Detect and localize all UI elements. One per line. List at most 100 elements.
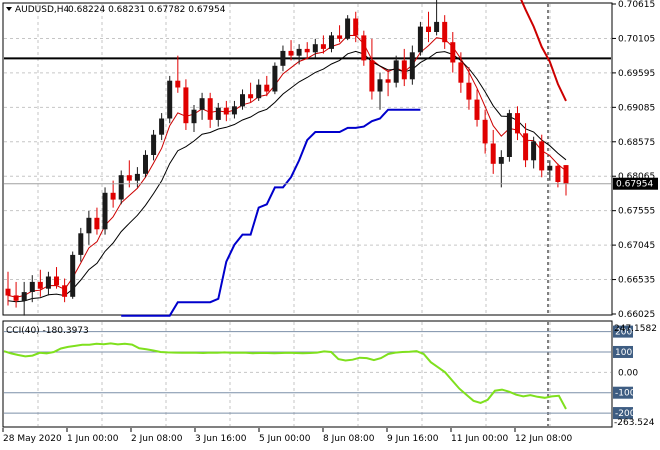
support-line [121,108,421,317]
cci-series [3,342,567,410]
candle [280,45,286,72]
candle [498,150,504,188]
price-tick-label: 0.66025 [618,310,655,320]
candle-body [466,82,472,100]
candle [256,79,262,101]
candle-body [207,98,213,120]
candle-body [506,113,512,157]
cci-scale-top: 247.1582 [614,324,657,334]
time-tick-label: 1 Jun 00:00 [67,434,119,444]
candle-body [401,60,407,80]
candle [272,62,278,95]
candle [126,160,132,188]
candle-body [29,281,35,292]
candle [264,75,270,97]
ma-fast-line [7,34,567,298]
candle [183,79,189,130]
cci-level-label: -200 [615,409,636,419]
candle-body [215,107,221,120]
cci-panel[interactable] [2,320,613,428]
candle [231,100,237,119]
candle-body [377,79,383,92]
candle-body [312,44,318,53]
candle [345,15,351,41]
candle [361,30,367,66]
candle-body [385,79,391,83]
candle-body [102,192,108,230]
price-tick-label: 0.70105 [618,34,655,44]
candle [426,11,431,43]
candle-body [482,119,488,144]
candle [563,165,569,196]
candle [385,69,391,97]
candle [409,45,415,85]
candle-body [21,292,27,301]
cci-level-box [613,407,633,420]
candle [490,129,496,174]
candle [37,269,43,297]
candle-body [361,35,367,61]
candle-body [369,60,375,92]
candle-body [531,141,537,161]
candle [143,150,148,178]
candle-body [458,62,464,83]
candle [304,42,310,60]
candle [240,89,245,110]
candle [393,55,399,88]
candle [442,15,448,49]
candle-body [143,154,148,174]
candle [547,160,553,181]
price-tick-label: 0.68575 [618,138,655,148]
candle-body [54,276,59,286]
candle-body [353,18,359,36]
candle-body [94,217,100,230]
candle [248,82,254,103]
price-tick-label: 0.67555 [618,207,655,217]
candle [86,211,92,245]
time-tick-label: 8 Jun 08:00 [323,434,375,444]
candle [29,275,35,303]
candle [21,281,27,316]
current-price-label: 0.67954 [616,180,653,190]
candle-body [175,80,181,88]
cci-scale-bottom: -263.524 [614,418,655,428]
candle [474,89,480,127]
candle [417,21,423,56]
candle-body [118,175,124,200]
candle [531,136,537,169]
candle [401,48,407,87]
price-tick-label: 0.67045 [618,241,655,251]
candle [539,134,545,178]
candle-body [304,48,310,53]
time-tick-label: 3 Jun 16:00 [195,434,247,444]
candle-body [296,48,302,56]
candle [167,75,173,124]
candle-body [183,87,189,124]
candle-body [329,35,334,49]
candle [329,32,334,53]
candle-body [13,295,19,301]
candle-body [37,281,43,289]
time-tick-label: 11 Jun 00:00 [451,434,508,444]
time-tick-label: 28 May 2020 [3,434,62,444]
candle-body [442,21,448,43]
candle-body [345,18,351,39]
candle-body [151,134,157,155]
candle-body [280,50,286,66]
candle-body [563,165,569,184]
candle-body [272,65,278,92]
candle [151,129,157,161]
candle-body [134,173,140,181]
cci-level-label: 100 [615,348,632,358]
cci-level-label: 0.00 [618,368,638,378]
candle-body [474,99,480,120]
price-tick-label: 0.66535 [618,276,655,286]
candle [312,38,318,58]
cci-level-label: 200 [615,328,632,338]
candle-body [498,157,504,164]
candle [353,11,359,43]
candle [62,278,68,303]
symbol-dropdown-icon[interactable] [6,7,12,11]
candle [515,106,520,141]
